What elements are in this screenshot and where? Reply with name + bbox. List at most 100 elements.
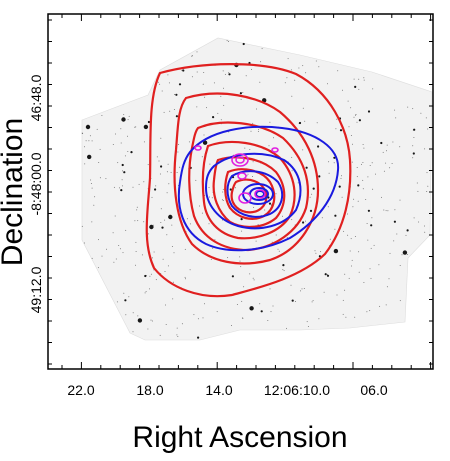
- star: [252, 122, 254, 124]
- star: [412, 157, 414, 159]
- star: [222, 188, 224, 190]
- star: [275, 193, 277, 195]
- star: [386, 286, 388, 288]
- star: [149, 288, 150, 290]
- blue-contours: [177, 125, 340, 252]
- star: [388, 278, 390, 280]
- star: [149, 224, 154, 230]
- star: [367, 239, 369, 241]
- x-tick-label: 06.0: [360, 382, 387, 398]
- star: [290, 69, 292, 71]
- star: [391, 163, 393, 164]
- star: [257, 130, 259, 132]
- star: [302, 65, 304, 67]
- star: [236, 304, 238, 305]
- star: [203, 72, 205, 73]
- star: [420, 112, 422, 114]
- star: [228, 72, 230, 74]
- star: [177, 336, 179, 337]
- star: [85, 140, 87, 142]
- tick-marks: [48, 14, 433, 369]
- star: [341, 175, 342, 177]
- star: [196, 51, 198, 53]
- star: [380, 141, 383, 145]
- star: [106, 248, 107, 250]
- star: [118, 245, 120, 246]
- star: [128, 296, 130, 298]
- star: [228, 73, 231, 76]
- star: [389, 167, 391, 169]
- star: [234, 187, 236, 189]
- star: [268, 202, 272, 205]
- star: [87, 154, 92, 160]
- star: [90, 183, 92, 184]
- red-contour-2: [173, 92, 320, 265]
- star: [143, 124, 149, 130]
- star: [125, 314, 127, 316]
- star: [286, 237, 288, 239]
- star: [427, 185, 429, 187]
- star: [231, 275, 234, 278]
- star: [282, 269, 284, 271]
- star: [385, 304, 387, 306]
- star: [383, 170, 385, 172]
- star: [291, 170, 293, 172]
- star: [426, 191, 428, 192]
- star: [81, 225, 83, 227]
- star: [259, 81, 261, 83]
- star: [161, 226, 164, 229]
- star: [113, 261, 115, 263]
- star: [166, 171, 168, 173]
- star: [167, 163, 169, 165]
- star: [311, 301, 313, 303]
- star: [223, 87, 224, 89]
- star: [147, 120, 150, 124]
- star: [326, 274, 330, 277]
- star: [173, 109, 175, 110]
- star: [176, 334, 178, 336]
- star: [164, 271, 166, 272]
- star: [209, 196, 210, 198]
- star: [240, 266, 242, 268]
- star: [137, 220, 139, 222]
- star: [91, 187, 93, 189]
- star: [214, 239, 216, 241]
- star: [406, 229, 409, 232]
- star: [327, 206, 329, 208]
- red-contour-4: [201, 140, 296, 240]
- star: [358, 119, 361, 122]
- star: [282, 264, 285, 267]
- star: [101, 255, 103, 257]
- star: [239, 260, 241, 262]
- star: [160, 208, 162, 210]
- star: [424, 231, 426, 233]
- star: [178, 83, 182, 86]
- star: [269, 121, 271, 123]
- star: [354, 316, 356, 318]
- star: [121, 185, 123, 187]
- star: [389, 252, 391, 254]
- star: [355, 114, 356, 116]
- star: [144, 292, 146, 294]
- star: [208, 187, 210, 188]
- star: [176, 172, 178, 173]
- star: [117, 162, 119, 164]
- star: [309, 196, 311, 198]
- star: [370, 277, 372, 279]
- star: [136, 206, 138, 208]
- star: [91, 140, 93, 142]
- star: [257, 224, 259, 225]
- star: [220, 119, 222, 121]
- star: [362, 188, 364, 190]
- star: [226, 40, 228, 42]
- star: [105, 178, 107, 180]
- star: [363, 282, 365, 283]
- star: [382, 151, 384, 153]
- star: [123, 292, 125, 294]
- star: [147, 164, 149, 166]
- star: [247, 173, 249, 175]
- star: [337, 70, 339, 72]
- star: [402, 250, 408, 255]
- star: [177, 151, 179, 153]
- star: [97, 267, 99, 269]
